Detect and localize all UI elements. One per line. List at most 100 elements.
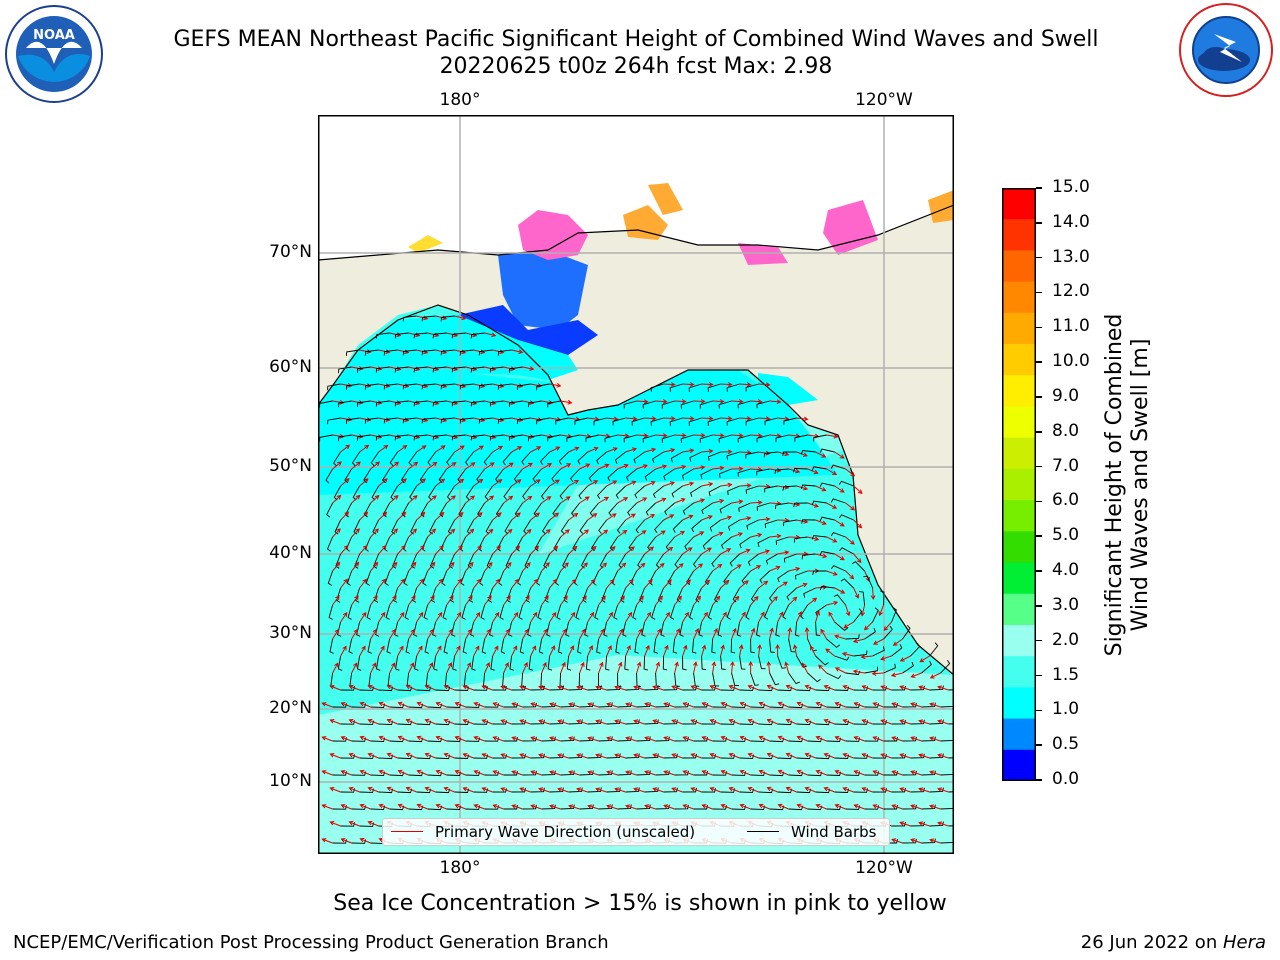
wind-barb [830, 532, 846, 538]
wave-direction-arrow [465, 561, 474, 572]
wave-direction-arrow [652, 719, 664, 725]
wave-direction-arrow [560, 496, 571, 504]
wind-barb [883, 804, 898, 810]
wind-barb [405, 638, 410, 654]
wind-barb [585, 434, 599, 443]
wave-direction-arrow [389, 662, 396, 674]
wind-barb [853, 650, 868, 657]
wave-direction-arrow [731, 564, 742, 572]
wave-direction-arrow [655, 433, 668, 438]
wind-barb [516, 383, 531, 391]
wave-direction-arrow [663, 804, 675, 810]
wave-direction-arrow [454, 611, 462, 623]
wind-barb [750, 638, 755, 654]
wave-direction-arrow [408, 461, 419, 470]
wave-direction-arrow [758, 516, 771, 522]
wind-barb [508, 621, 513, 637]
wave-direction-arrow [918, 787, 930, 793]
wave-direction-arrow [370, 595, 378, 606]
wave-direction-arrow [511, 545, 521, 555]
wind-barb [440, 383, 455, 390]
wind-barb [801, 519, 816, 524]
wind-barb [838, 480, 854, 487]
wind-barb [765, 553, 778, 565]
wave-direction-arrow [427, 561, 436, 572]
wind-barb [587, 753, 602, 759]
wave-direction-arrow [750, 595, 759, 606]
wave-direction-arrow [625, 480, 637, 487]
wave-direction-arrow [511, 702, 523, 708]
wind-barb [872, 754, 887, 759]
wave-direction-arrow [644, 416, 657, 421]
wave-direction-arrow [606, 645, 612, 657]
wind-barb [598, 804, 613, 810]
wind-barb [845, 634, 860, 640]
wind-barb [750, 672, 759, 686]
map-legend: Primary Wave Direction (unscaled) Wind B… [382, 818, 890, 846]
wind-barb [651, 604, 657, 620]
gulf-of-alaska [758, 373, 818, 405]
wave-direction-arrow [454, 478, 465, 487]
wind-barb [432, 621, 437, 637]
wave-direction-arrow [408, 595, 416, 606]
wave-direction-arrow [522, 495, 533, 504]
wave-direction-arrow [405, 752, 417, 759]
wave-direction-arrow [549, 512, 560, 521]
wave-direction-arrow [557, 719, 569, 725]
wave-direction-arrow [348, 820, 360, 827]
wave-direction-arrow [652, 787, 664, 793]
wind-barb [549, 787, 564, 793]
wave-direction-arrow [750, 532, 763, 538]
wave-direction-arrow [443, 752, 455, 759]
wind-barb [446, 451, 455, 466]
wave-direction-arrow [644, 611, 652, 623]
lat-label-60n: 60°N [269, 357, 312, 377]
wave-direction-arrow [701, 644, 707, 657]
wave-direction-arrow [606, 611, 614, 623]
wind-barb [508, 366, 523, 373]
wind-barb [714, 587, 721, 603]
wave-direction-arrow [606, 447, 618, 453]
wind-barb [635, 519, 645, 534]
wave-direction-arrow [834, 667, 846, 674]
wave-direction-arrow [758, 611, 765, 623]
wind-barb [634, 485, 645, 499]
wind-barb [664, 502, 675, 516]
wind-barb [929, 753, 944, 759]
wind-barb [606, 719, 621, 725]
wave-direction-arrow [541, 496, 552, 504]
wind-barb [541, 804, 556, 810]
wind-barb [578, 485, 588, 500]
wave-direction-arrow [701, 579, 711, 589]
wind-barb [511, 753, 526, 759]
wind-barb [497, 383, 512, 390]
colorbar-tick-label: 9.0 [1052, 385, 1080, 406]
wind-barb [674, 804, 689, 810]
wind-barb [604, 434, 618, 443]
wind-barb [692, 553, 702, 568]
wind-barb [834, 621, 848, 631]
colorbar-tick-mark [1036, 396, 1042, 398]
wave-direction-arrow [424, 752, 436, 759]
wave-direction-arrow [815, 485, 827, 492]
wind-barb [593, 417, 607, 426]
wind-barb [424, 638, 429, 654]
wind-barb [428, 485, 436, 501]
wind-barb [530, 787, 545, 793]
wind-barb [643, 655, 649, 671]
wind-barb [572, 536, 580, 552]
wave-direction-arrow [625, 736, 637, 742]
wave-direction-arrow [720, 482, 733, 488]
wind-barb [591, 536, 599, 552]
wave-direction-arrow [386, 718, 398, 725]
wind-barb [513, 468, 523, 483]
wave-direction-arrow [454, 803, 466, 810]
wave-direction-arrow [880, 685, 892, 691]
wind-barb [786, 587, 797, 601]
wave-direction-arrow [538, 719, 550, 725]
wave-direction-arrow [644, 579, 653, 589]
wave-direction-arrow [606, 513, 617, 521]
colorbar-tick-label: 12.0 [1052, 281, 1090, 302]
graticule [318, 115, 954, 854]
wind-barb [522, 736, 537, 742]
